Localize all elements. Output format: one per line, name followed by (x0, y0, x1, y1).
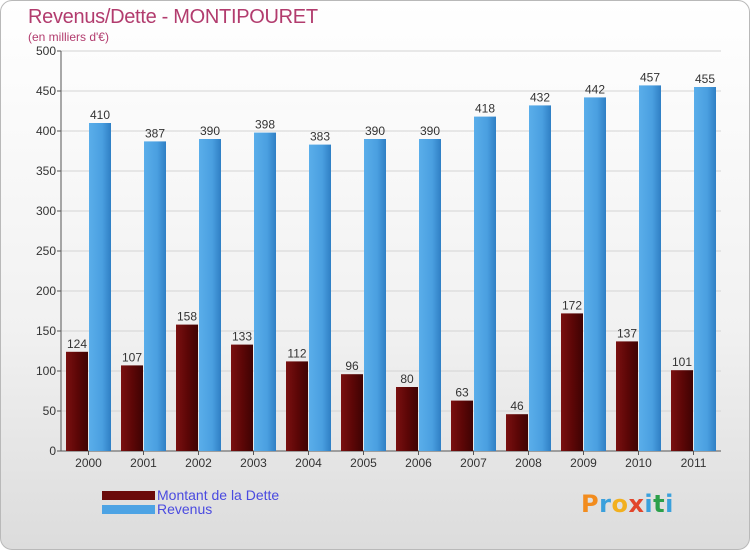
y-tick-label: 0 (49, 444, 56, 458)
y-tick-label: 150 (36, 324, 56, 338)
data-label-revenus: 398 (255, 118, 275, 132)
bar-dette (341, 374, 363, 451)
data-label-revenus: 442 (585, 82, 605, 96)
data-label-revenus: 410 (90, 108, 110, 122)
x-tick-label: 2009 (570, 456, 597, 470)
data-label-revenus: 432 (530, 90, 550, 104)
data-label-dette: 96 (345, 359, 359, 373)
y-tick-label: 200 (36, 284, 56, 298)
data-label-revenus: 390 (200, 124, 220, 138)
x-tick-label: 2003 (240, 456, 267, 470)
bar-revenus (254, 132, 276, 451)
data-label-revenus: 390 (365, 124, 385, 138)
x-tick-label: 2002 (185, 456, 212, 470)
x-tick-label: 2004 (295, 456, 322, 470)
bar-revenus (639, 85, 661, 452)
y-tick-label: 300 (36, 204, 56, 218)
data-label-dette: 107 (122, 350, 142, 364)
bar-dette (506, 414, 528, 451)
bar-revenus (364, 139, 386, 451)
bar-revenus (144, 141, 166, 451)
legend-item-revenus: Revenus (102, 501, 213, 517)
bar-dette (451, 400, 473, 451)
x-tick-label: 2007 (460, 456, 487, 470)
data-label-revenus: 383 (310, 130, 330, 144)
x-tick-label: 2006 (405, 456, 432, 470)
chart-subtitle: (en milliers d'€) (28, 30, 109, 44)
data-label-dette: 133 (232, 330, 252, 344)
data-label-dette: 63 (455, 386, 469, 400)
legend-swatch-dette (102, 490, 155, 500)
logo-letter: P (581, 490, 600, 518)
bar-revenus (309, 144, 331, 451)
y-tick-label: 100 (36, 364, 56, 378)
bar-revenus (529, 105, 551, 452)
data-label-revenus: 457 (640, 70, 660, 84)
bar-revenus (474, 116, 496, 451)
bar-dette (286, 361, 308, 451)
legend-swatch-revenus (102, 504, 155, 514)
legend-label-revenus: Revenus (157, 501, 213, 517)
logo-letter: i (644, 490, 654, 518)
data-label-dette: 172 (562, 298, 582, 312)
data-label-revenus: 387 (145, 126, 165, 140)
data-label-dette: 80 (400, 372, 414, 386)
logo-letter: x (628, 490, 645, 518)
bar-dette (231, 344, 253, 451)
bar-revenus (89, 123, 111, 451)
chart-title: Revenus/Dette - MONTIPOURET (28, 6, 318, 28)
proxiti-logo: Proxiti (581, 490, 674, 518)
x-tick-label: 2008 (515, 456, 542, 470)
bar-dette (176, 324, 198, 451)
data-label-revenus: 455 (695, 72, 715, 86)
y-tick-label: 350 (36, 164, 56, 178)
y-tick-label: 450 (36, 84, 56, 98)
data-label-dette: 101 (672, 355, 692, 369)
x-tick-label: 2000 (75, 456, 102, 470)
data-label-revenus: 390 (420, 124, 440, 138)
logo-letter: r (599, 490, 612, 518)
data-label-dette: 112 (287, 346, 306, 360)
logo-letter: i (665, 490, 674, 518)
bar-revenus (419, 139, 441, 451)
legend-label-dette: Montant de la Dette (157, 487, 280, 503)
y-tick-label: 50 (43, 404, 57, 418)
x-tick-label: 2001 (130, 456, 157, 470)
data-label-dette: 46 (510, 399, 524, 413)
bar-revenus (584, 97, 606, 452)
legend-item-dette: Montant de la Dette (102, 487, 280, 503)
logo-letter: o (611, 490, 629, 518)
data-label-dette: 137 (617, 326, 637, 340)
y-tick-label: 500 (36, 44, 56, 58)
bar-dette (396, 387, 418, 451)
bar-dette (66, 351, 88, 451)
y-tick-label: 250 (36, 244, 56, 258)
bar-dette (616, 341, 638, 451)
logo-letter: t (653, 490, 666, 518)
bar-revenus (694, 87, 716, 451)
data-label-dette: 124 (67, 337, 87, 351)
bar-dette (671, 370, 693, 451)
bar-dette (561, 313, 583, 451)
bar-dette (121, 365, 143, 451)
x-tick-label: 2005 (350, 456, 377, 470)
data-label-revenus: 418 (475, 102, 495, 116)
data-label-dette: 158 (177, 310, 197, 324)
x-tick-label: 2010 (625, 456, 652, 470)
x-tick-label: 2011 (681, 456, 707, 470)
bar-revenus (199, 139, 221, 451)
y-tick-label: 400 (36, 124, 56, 138)
